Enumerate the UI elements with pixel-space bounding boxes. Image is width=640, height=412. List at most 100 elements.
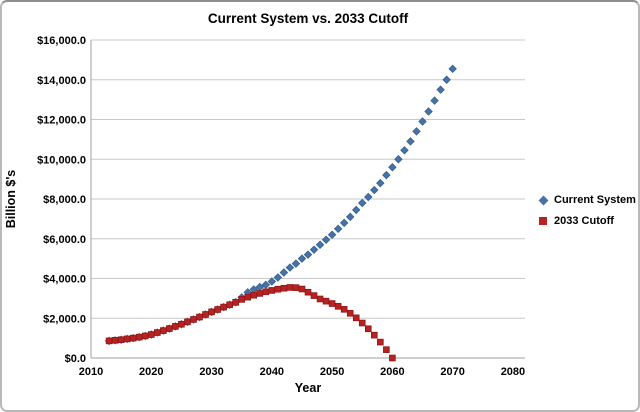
data-point-current-system [388, 162, 397, 172]
data-point-2033-cutoff [346, 309, 354, 317]
x-axis-title: Year [294, 381, 322, 395]
data-point-current-system [412, 127, 421, 136]
data-point-current-system [297, 254, 307, 263]
data-point-2033-cutoff [202, 311, 209, 318]
x-tick-label: 2010 [79, 366, 103, 378]
data-point-current-system [267, 277, 277, 286]
data-point-current-system [285, 263, 295, 272]
data-point-2033-cutoff [111, 337, 119, 344]
data-point-2033-cutoff [334, 303, 342, 310]
data-point-2033-cutoff [310, 292, 318, 299]
y-tick-label: $6,000.0 [43, 234, 86, 246]
data-point-2033-cutoff [298, 285, 306, 293]
legend-label: 2033 Cutoff [554, 215, 614, 227]
data-point-2033-cutoff [226, 301, 233, 309]
data-point-current-system [351, 205, 361, 215]
data-point-2033-cutoff [389, 354, 396, 362]
data-point-2033-cutoff [232, 299, 239, 306]
data-point-current-system [273, 273, 283, 282]
data-point-current-system [291, 259, 301, 268]
data-point-2033-cutoff [364, 325, 372, 333]
data-point-current-system [339, 218, 349, 228]
x-tick-label: 2040 [260, 366, 284, 378]
y-tick-label: $0.0 [65, 353, 86, 365]
data-point-current-system [382, 170, 391, 180]
data-point-current-system [358, 198, 367, 208]
data-point-2033-cutoff [154, 329, 161, 336]
data-point-2033-cutoff [160, 327, 167, 334]
data-point-2033-cutoff [172, 323, 179, 330]
data-point-2033-cutoff [340, 306, 348, 313]
data-point-2033-cutoff [129, 334, 137, 342]
y-tick-label: $10,000.0 [37, 154, 86, 166]
data-point-current-system [345, 212, 355, 222]
y-tick-label: $12,000.0 [37, 115, 86, 127]
data-point-current-system [442, 75, 451, 84]
x-tick-label: 2070 [440, 366, 464, 378]
data-point-2033-cutoff [105, 337, 113, 345]
data-point-current-system [394, 155, 403, 164]
data-point-2033-cutoff [208, 308, 215, 316]
data-point-2033-cutoff [123, 335, 131, 343]
data-point-current-system [309, 245, 319, 254]
data-point-current-system [370, 185, 379, 195]
data-point-2033-cutoff [292, 284, 300, 291]
data-point-current-system [376, 178, 385, 188]
data-point-2033-cutoff [256, 290, 264, 297]
data-point-current-system [315, 240, 325, 249]
data-point-2033-cutoff [383, 346, 390, 353]
data-point-2033-cutoff [322, 297, 330, 305]
data-point-current-system [261, 280, 271, 290]
data-point-current-system [418, 117, 427, 126]
legend-label: Current System [554, 194, 636, 206]
data-point-2033-cutoff [371, 331, 378, 339]
data-point-2033-cutoff [262, 288, 270, 296]
legend-diamond-marker-icon [538, 195, 549, 205]
x-tick-label: 2060 [380, 366, 404, 378]
legend: Current System 2033 Cutoff [538, 194, 638, 227]
x-tick-label: 2020 [139, 366, 163, 378]
data-point-2033-cutoff [268, 287, 276, 294]
data-point-2033-cutoff [220, 303, 227, 311]
data-point-2033-cutoff [316, 295, 324, 303]
y-tick-label: $2,000.0 [43, 313, 86, 325]
data-point-2033-cutoff [190, 316, 197, 323]
data-point-2033-cutoff [141, 332, 149, 340]
y-tick-label: $16,000.0 [37, 35, 86, 47]
data-point-2033-cutoff [328, 300, 336, 307]
data-point-current-system [333, 224, 343, 234]
data-point-2033-cutoff [244, 293, 252, 301]
data-point-2033-cutoff [238, 296, 245, 303]
legend-item-current-system: Current System [538, 194, 638, 206]
data-point-2033-cutoff [135, 333, 143, 341]
data-point-current-system [279, 268, 289, 277]
x-tick-label: 2080 [501, 366, 525, 378]
data-point-current-system [327, 230, 337, 240]
data-point-2033-cutoff [166, 325, 173, 332]
data-point-2033-cutoff [196, 313, 203, 321]
data-point-2033-cutoff [358, 319, 366, 327]
data-point-current-system [406, 137, 415, 146]
data-point-2033-cutoff [352, 314, 360, 322]
data-point-2033-cutoff [250, 291, 258, 299]
y-tick-label: $4,000.0 [43, 274, 86, 286]
data-point-2033-cutoff [304, 288, 312, 296]
x-tick-label: 2050 [320, 366, 344, 378]
data-point-current-system [400, 146, 409, 155]
data-point-current-system [321, 235, 331, 244]
data-point-2033-cutoff [178, 320, 185, 328]
data-point-2033-cutoff [184, 318, 191, 326]
y-tick-label: $14,000.0 [37, 75, 86, 87]
x-tick-label: 2030 [199, 366, 223, 378]
data-point-current-system [303, 250, 313, 259]
data-point-current-system [364, 192, 373, 202]
data-point-current-system [448, 64, 457, 74]
data-point-2033-cutoff [280, 284, 288, 292]
data-point-2033-cutoff [274, 285, 282, 293]
chart-title: Current System vs. 2033 Cutoff [207, 11, 409, 26]
data-point-current-system [436, 85, 445, 94]
data-point-current-system [430, 96, 439, 105]
data-point-current-system [249, 285, 258, 294]
